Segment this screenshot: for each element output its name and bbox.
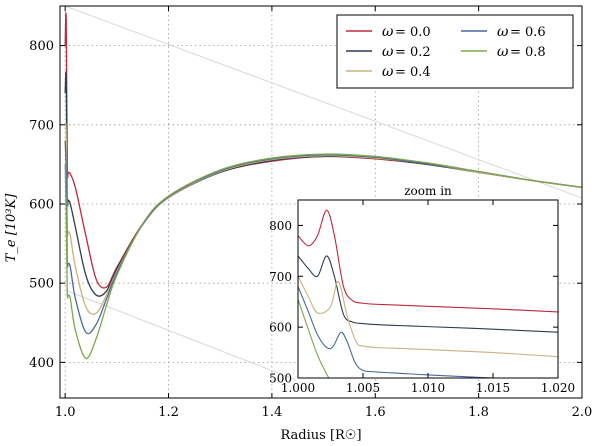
legend-frame xyxy=(336,14,574,89)
main-series-group xyxy=(64,12,582,360)
zoom-connector-line-lower xyxy=(64,289,297,381)
main-x-tick-label: 1.8 xyxy=(468,405,489,420)
y-axis-label: T_e [10³K] xyxy=(4,193,19,263)
legend-symbol: ω xyxy=(382,64,394,80)
main-x-tick-label: 1.4 xyxy=(262,405,283,420)
inset-x-tick-label: 1.015 xyxy=(476,381,510,395)
legend-symbol: ω xyxy=(497,24,509,40)
legend-entry-omega-0-2: ω = 0.2 xyxy=(346,44,431,60)
inset-series-group xyxy=(298,209,558,378)
inset-series-line-omega-0-2 xyxy=(298,255,558,333)
legend-label: = 0.4 xyxy=(395,65,431,80)
main-ticks: 1.0 1.2 1.4 1.6 1.8 2.0 400 500 600 700 800 xyxy=(29,6,592,420)
inset-plot-frame xyxy=(297,199,559,379)
main-x-tick-label: 1.2 xyxy=(158,405,179,420)
legend-entry-omega-0-4: ω = 0.4 xyxy=(346,64,431,80)
inset-y-tick-label: 500 xyxy=(269,372,292,386)
zoom-connector-lines xyxy=(64,6,582,381)
main-y-tick-label: 600 xyxy=(29,197,54,212)
inset-plot: zoom in 1.000 1.005 1.010 1.015 1.020 500 600 7… xyxy=(269,184,575,395)
legend-symbol: ω xyxy=(497,44,509,60)
legend-symbol: ω xyxy=(382,24,394,40)
legend-entry-omega-0-0: ω = 0.0 xyxy=(346,24,431,40)
legend-label: = 0.6 xyxy=(510,25,546,40)
inset-ticks: 1.000 1.005 1.010 1.015 1.020 500 600 700 800 xyxy=(269,200,575,395)
main-plot-frame xyxy=(59,5,583,399)
main-y-tick-label: 800 xyxy=(29,39,54,54)
inset-x-tick-label: 1.005 xyxy=(346,381,380,395)
legend-entry-omega-0-6: ω = 0.6 xyxy=(461,24,546,40)
inset-x-tick-label: 1.000 xyxy=(281,381,315,395)
inset-y-tick-label: 700 xyxy=(269,270,292,284)
main-x-tick-label: 1.0 xyxy=(55,405,76,420)
inset-title: zoom in xyxy=(404,184,452,198)
legend-symbol: ω xyxy=(382,44,394,60)
inset-series-line-omega-0-0 xyxy=(298,209,558,313)
main-y-tick-label: 700 xyxy=(29,118,54,133)
main-x-tick-label: 1.6 xyxy=(365,405,386,420)
x-axis-label: Radius [R☉] xyxy=(280,428,361,443)
inset-x-tick-label: 1.010 xyxy=(411,381,445,395)
legend-label: = 0.8 xyxy=(510,45,546,60)
inset-y-tick-label: 600 xyxy=(269,321,292,335)
main-series-line-omega-0-2 xyxy=(64,71,582,297)
main-y-tick-label: 500 xyxy=(29,277,54,292)
inset-x-tick-label: 1.020 xyxy=(541,381,575,395)
main-y-tick-label: 400 xyxy=(29,356,54,371)
main-series-line-omega-0-8 xyxy=(64,153,582,360)
inset-series-line-omega-0-8 xyxy=(298,298,330,378)
legend: ω = 0.0ω = 0.2ω = 0.4ω = 0.6ω = 0.8 xyxy=(336,14,574,89)
main-x-tick-label: 2.0 xyxy=(572,405,593,420)
legend-label: = 0.0 xyxy=(395,25,431,40)
legend-label: = 0.2 xyxy=(395,45,431,60)
inset-series-line-omega-0-4 xyxy=(298,276,558,358)
zoom-connector-line-upper xyxy=(64,6,582,199)
legend-entry-omega-0-8: ω = 0.8 xyxy=(461,44,546,60)
inset-y-tick-label: 800 xyxy=(269,219,292,233)
